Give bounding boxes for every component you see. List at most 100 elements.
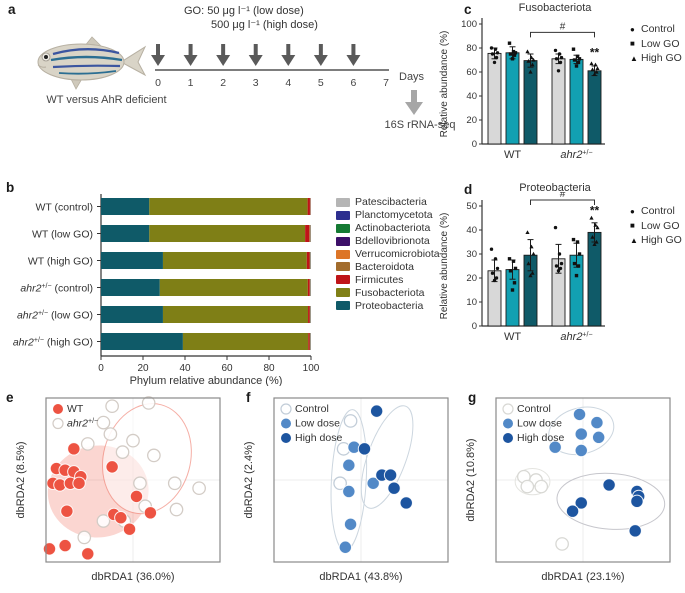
panel-d-proteobacteria-bar: d Proteobacteria 0 10 20 30 40 50 Relative abu… [420,178,685,356]
legend-item: Verrucomicrobiota [336,248,440,261]
svg-text:Low dose: Low dose [517,418,562,430]
svg-text:100: 100 [303,363,320,374]
panel-b-label: b [6,180,15,195]
svg-text:ahr2+/−: ahr2+/− [67,418,98,430]
svg-text:Relative abundance (%): Relative abundance (%) [439,213,450,320]
svg-text:4: 4 [285,77,291,89]
panel-d-title: Proteobacteria [519,182,591,194]
svg-text:60: 60 [221,363,233,374]
svg-text:30: 30 [466,249,477,260]
workflow-arrow-icon [405,90,423,115]
svg-text:20: 20 [466,115,477,126]
dose-annotation: GO: 50 μg l⁻¹ (low dose) 500 μg l⁻¹ (hig… [184,4,318,32]
svg-text:40: 40 [466,225,477,236]
svg-text:60: 60 [466,67,477,78]
svg-text:dbRDA2 (10.8%): dbRDA2 (10.8%) [465,438,477,521]
phylum-legend: Patescibacteria Planctomycetota Actinobact… [336,196,440,312]
sequencing-label: 16S rRNA-seq [384,119,456,131]
svg-text:Phylum relative abundance (%): Phylum relative abundance (%) [130,375,283,386]
svg-text:#: # [560,21,566,32]
svg-text:10: 10 [466,297,477,308]
svg-text:5: 5 [318,77,324,89]
svg-text:100: 100 [461,19,477,30]
legend-item: ■ Low GO [630,37,680,50]
svg-text:ahr2+/− (high GO): ahr2+/− (high GO) [13,337,93,349]
svg-text:Control: Control [517,403,551,415]
panel-c-label: c [464,2,472,17]
svg-text:High dose: High dose [517,432,564,444]
svg-text:50: 50 [466,201,477,212]
dbrda-genotype-plot: WT ahr2+/− dbRDA1 (36.0%) dbRDA2 (8.5%) [15,396,221,583]
legend-item: Patescibacteria [336,196,440,209]
svg-text:**: ** [590,45,600,59]
svg-text:dbRDA2 (8.5%): dbRDA2 (8.5%) [15,441,27,518]
phylum-abundance-chart: 0 20 40 60 80 100 Phylum relative abundance (%… [13,194,320,386]
svg-text:40: 40 [466,91,477,102]
panel-e-label: e [6,390,14,405]
proteobacteria-chart: 0 10 20 30 40 50 Relative abundance (%) WT ahr2+… [439,192,605,343]
legend-item: ▲ High GO [630,234,682,247]
svg-text:WT (low GO): WT (low GO) [32,229,93,241]
svg-text:ahr2+/− (low GO): ahr2+/− (low GO) [17,310,93,322]
svg-text:ahr2+/−: ahr2+/− [560,149,592,161]
svg-text:High dose: High dose [295,432,342,444]
svg-text:2: 2 [220,77,226,89]
legend-item: Bacteroidota [336,260,440,273]
panel-a-experiment-schematic: a WT versus AhR deficient GO: 50 μg l⁻¹ … [0,0,462,174]
panel-d-label: d [464,182,473,197]
svg-text:0: 0 [155,77,161,89]
dbrda-wt-dose-plot: Control Low dose High dose dbRDA1 (43.8%) db… [243,397,449,583]
svg-text:20: 20 [466,273,477,284]
legend-item: ● Control [630,23,675,36]
svg-text:dbRDA1 (23.1%): dbRDA1 (23.1%) [541,571,624,583]
svg-text:7: 7 [383,77,389,89]
svg-text:**: ** [590,203,600,217]
svg-text:0: 0 [472,139,477,150]
svg-text:1: 1 [188,77,194,89]
dose-line-1: GO: 50 μg l⁻¹ (low dose) [184,5,304,17]
svg-text:Control: Control [295,403,329,415]
fish-caption: WT versus AhR deficient [46,94,167,106]
dose-line-2: 500 μg l⁻¹ (high dose) [211,19,318,31]
svg-text:WT: WT [504,149,521,161]
svg-text:Relative abundance (%): Relative abundance (%) [439,31,450,138]
svg-text:dbRDA2 (2.4%): dbRDA2 (2.4%) [243,441,255,518]
panel-f-dbrda-wt-dose: f Control Low dose High dose dbRDA1 (43.8%)… [234,386,458,593]
svg-text:ahr2+/− (control): ahr2+/− (control) [20,283,93,295]
treatment-legend: ● Control ■ Low GO ▲ High GO [630,204,682,248]
svg-text:40: 40 [179,363,191,374]
legend-item: ■ Low GO [630,219,680,232]
legend-item: ▲ High GO [630,52,682,65]
svg-text:20: 20 [137,363,149,374]
panel-f-label: f [246,390,251,405]
dbrda-ahr2-dose-plot: Control Low dose High dose dbRDA1 (23.1%) db… [465,397,671,583]
panel-a-label: a [8,2,16,17]
panel-e-dbrda-genotype: e WT ahr2+/− dbRDA1 (36.0%) dbRDA2 (8.5%) [6,386,234,593]
svg-text:80: 80 [466,43,477,54]
panel-b-stacked-bar: b 0 20 40 60 80 100 Phylum relative abundance … [0,176,462,388]
svg-text:ahr2+/−: ahr2+/− [560,331,592,343]
svg-text:WT (high GO): WT (high GO) [28,256,93,268]
legend-item: Planctomycetota [336,209,440,222]
svg-text:80: 80 [263,363,275,374]
svg-text:dbRDA1 (43.8%): dbRDA1 (43.8%) [319,571,402,583]
svg-text:0: 0 [472,321,477,332]
legend-item: Actinobacteriota [336,222,440,235]
exposure-timeline: 0 1 2 3 4 5 6 7 [151,44,389,89]
svg-text:Low dose: Low dose [295,418,340,430]
legend-item: Fusobacteriota [336,286,440,299]
svg-text:#: # [560,192,566,200]
svg-text:6: 6 [351,77,357,89]
legend-item: ● Control [630,205,675,218]
svg-text:0: 0 [98,363,104,374]
legend-item: Firmicutes [336,273,440,286]
panel-g-dbrda-ahr2-dose: g Control Low dose High dose dbRDA1 (23.1%)… [456,386,685,593]
days-label: Days [399,71,425,83]
panel-c-fusobacteriota-bar: c Fusobacteriota 0 20 40 60 80 100 Relative ab… [420,0,685,174]
svg-text:WT: WT [67,403,84,415]
svg-text:WT (control): WT (control) [35,202,93,214]
treatment-legend: ● Control ■ Low GO ▲ High GO [630,22,682,66]
legend-item: Proteobacteria [336,299,440,312]
svg-text:WT: WT [504,331,521,343]
panel-g-label: g [468,390,477,405]
